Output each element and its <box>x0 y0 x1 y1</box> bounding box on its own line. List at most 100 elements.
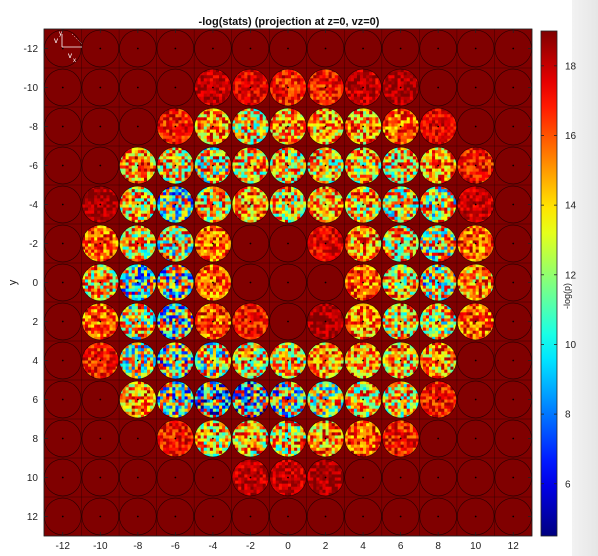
y-tick-label: -8 <box>29 122 38 133</box>
cell-center-dot <box>174 281 177 284</box>
cell--4_-12 <box>194 29 232 68</box>
cell-center-dot <box>512 242 515 245</box>
cell-center-dot <box>249 125 252 128</box>
x-tick-label: 4 <box>360 541 366 552</box>
cell--6_-10 <box>156 68 195 107</box>
cell-center-dot <box>174 476 177 479</box>
cell-outline <box>119 146 157 185</box>
cell-center-dot <box>324 281 327 284</box>
cell-outline <box>306 107 345 146</box>
cell-center-dot <box>212 320 214 323</box>
cell-center-dot <box>287 86 289 89</box>
cell-outline <box>344 341 382 380</box>
cell-center-dot <box>437 359 440 362</box>
cell--4_10 <box>194 458 232 497</box>
cell-center-dot <box>174 203 177 206</box>
cell-center-dot <box>249 359 252 362</box>
cell-outline <box>156 380 195 419</box>
cell-center-dot <box>512 476 515 479</box>
cell-outline <box>269 302 307 341</box>
colorbar-tick-label: 6 <box>565 479 571 490</box>
cell--10_10 <box>81 458 120 497</box>
cell-outline <box>194 341 232 380</box>
cell-10_-10 <box>456 68 495 107</box>
cell-8_10 <box>419 458 457 497</box>
cell-4_6 <box>344 380 382 419</box>
y-tick-label: -6 <box>29 161 38 172</box>
cell-outline <box>456 263 495 302</box>
cell-outline <box>456 419 495 458</box>
cell-outline <box>194 68 232 107</box>
cell--2_-4 <box>231 185 270 224</box>
cell-center-dot <box>287 398 289 401</box>
cell-center-dot <box>437 515 440 518</box>
cell--2_4 <box>231 341 270 380</box>
cell-center-dot <box>212 86 214 89</box>
cell-center-dot <box>512 125 515 128</box>
cell-outline <box>119 458 157 497</box>
cell-center-dot <box>61 242 64 245</box>
cell-outline <box>456 302 495 341</box>
cell-center-dot <box>437 281 440 284</box>
cell-outline <box>419 263 457 302</box>
cell-center-dot <box>362 47 364 50</box>
cell-center-dot <box>324 476 327 479</box>
cell-6_-8 <box>381 107 420 146</box>
cell-center-dot <box>174 47 177 50</box>
x-tick-label: -4 <box>208 541 217 552</box>
x-tick-label: 0 <box>285 541 291 552</box>
cell--12_2 <box>44 302 82 341</box>
cell-center-dot <box>437 47 440 50</box>
cell-center-dot <box>324 47 327 50</box>
cell-outline <box>119 341 157 380</box>
inset-vertical-sub: y <box>59 31 62 37</box>
cell-2_-8 <box>306 107 345 146</box>
cell--12_0 <box>44 263 82 302</box>
cell-center-dot <box>287 125 289 128</box>
cell--12_6 <box>44 380 82 419</box>
cell-outline <box>269 458 307 497</box>
cell-center-dot <box>61 125 64 128</box>
cell-center-dot <box>99 359 102 362</box>
cell-center-dot <box>99 320 102 323</box>
cell-outline <box>344 224 382 263</box>
cell-outline <box>81 146 120 185</box>
cell-outline <box>156 341 195 380</box>
cell-center-dot <box>249 515 252 518</box>
cell-center-dot <box>61 476 64 479</box>
cell-center-dot <box>249 164 252 167</box>
cell-outline <box>194 107 232 146</box>
cell-outline <box>81 107 120 146</box>
inset-horizontal-sub: x <box>73 58 76 64</box>
cell-center-dot <box>174 242 177 245</box>
cell--8_8 <box>119 419 157 458</box>
cell-outline <box>306 263 345 302</box>
cell-outline <box>456 185 495 224</box>
cell-center-dot <box>399 398 402 401</box>
cell-center-dot <box>136 437 139 440</box>
cell-10_8 <box>456 419 495 458</box>
cell-outline <box>231 185 270 224</box>
cell-6_-10 <box>381 68 420 107</box>
cell-center-dot <box>474 398 477 401</box>
cell-6_12 <box>381 497 420 536</box>
cell-outline <box>456 458 495 497</box>
cell-center-dot <box>99 125 102 128</box>
cell-center-dot <box>362 242 364 245</box>
cell-center-dot <box>99 437 102 440</box>
cell-center-dot <box>99 515 102 518</box>
cell-outline <box>156 107 195 146</box>
cell-center-dot <box>249 476 252 479</box>
cell-center-dot <box>212 359 214 362</box>
cell-12_0 <box>494 263 532 302</box>
cell-outline <box>419 341 457 380</box>
cell-center-dot <box>437 86 440 89</box>
y-tick-label: 8 <box>32 434 38 445</box>
cell-center-dot <box>474 164 477 167</box>
cell--12_12 <box>44 497 82 536</box>
cell--10_12 <box>81 497 120 536</box>
cell--12_-8 <box>44 107 82 146</box>
cell-center-dot <box>212 242 214 245</box>
cell-outline <box>269 185 307 224</box>
x-tick-label: 6 <box>398 541 404 552</box>
